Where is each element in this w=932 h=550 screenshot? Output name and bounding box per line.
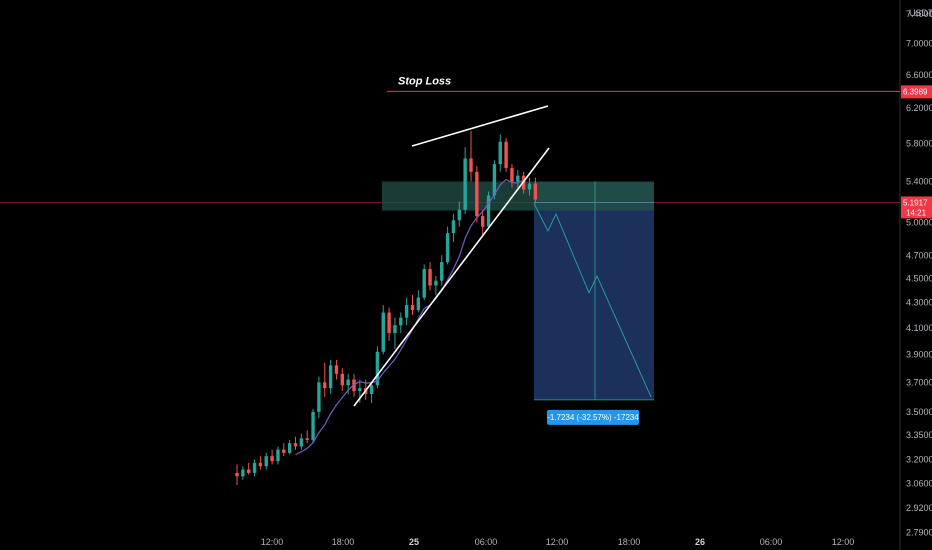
candle-up — [399, 312, 403, 334]
price-tick-label: 3.5000 — [906, 407, 932, 417]
candle-down — [247, 462, 251, 475]
candle-down — [387, 307, 391, 341]
time-tick-label: 25 — [409, 537, 419, 547]
candle-down — [510, 164, 514, 188]
time-tick-label: 18:00 — [618, 537, 641, 547]
candle-up — [445, 226, 450, 265]
candle-down — [475, 166, 479, 223]
price-tick-label: 4.1000 — [906, 323, 932, 333]
projected-path — [533, 203, 652, 398]
candle-up — [463, 147, 467, 214]
time-tick-label: 18:00 — [332, 537, 355, 547]
candle-up — [422, 264, 426, 301]
candle-up — [416, 290, 421, 313]
candle-up — [287, 439, 292, 455]
price-tick-label: 2.7900 — [906, 527, 932, 537]
candle-down — [270, 449, 274, 465]
price-tick-label: 5.4000 — [906, 177, 932, 187]
candle-down — [293, 436, 298, 450]
candle-up — [369, 382, 374, 403]
time-tick-label: 12:00 — [261, 537, 284, 547]
price-tick-label: 3.9000 — [906, 349, 932, 359]
candle-down — [323, 362, 327, 397]
candle-up — [317, 376, 321, 418]
candle-up — [486, 191, 491, 229]
time-tick-label: 26 — [695, 537, 705, 547]
candle-up — [457, 201, 461, 227]
price-tick-label: 3.2000 — [906, 454, 932, 464]
candle-up — [276, 446, 280, 465]
price-tick-label: 3.7000 — [906, 377, 932, 387]
price-tick-label: 7.0000 — [906, 39, 932, 49]
candle-down — [481, 209, 485, 236]
candle-down — [533, 177, 538, 204]
upper-trendline[interactable] — [411, 105, 549, 147]
candle-up — [241, 466, 245, 480]
candle-up — [404, 297, 409, 326]
time-tick-label: 06:00 — [760, 537, 783, 547]
svg-text:6.3989: 6.3989 — [903, 87, 928, 96]
candle-down — [428, 262, 432, 291]
candle-up — [527, 177, 532, 196]
candle-up — [451, 213, 456, 242]
candle-up — [498, 134, 502, 172]
candle-down — [410, 295, 415, 316]
candle-up — [328, 359, 333, 394]
price-tick-label: 3.3500 — [906, 430, 932, 440]
price-tick-label: 6.6000 — [906, 70, 932, 80]
position-reward-zone[interactable] — [534, 202, 654, 400]
price-tick-label: 4.5000 — [906, 273, 932, 283]
position-result-text: -1.7234 (-32.57%) -17234 — [547, 413, 639, 422]
candle-down — [334, 359, 339, 380]
moving-average-line — [295, 178, 524, 456]
candle-up — [516, 169, 520, 188]
current-price-tag: 5.1917 14:21 — [901, 196, 932, 219]
candle-up — [299, 433, 304, 450]
candle-down — [258, 456, 263, 470]
candle-down — [282, 443, 286, 457]
candle-up — [434, 276, 438, 296]
quote-currency-label: USDT — [909, 8, 932, 18]
price-tick-label: 5.0000 — [906, 217, 932, 227]
candle-up — [393, 317, 397, 349]
price-tick-label: 7.4000 — [906, 9, 932, 19]
price-tick-label: 6.2000 — [906, 103, 932, 113]
candle-up — [492, 160, 497, 200]
price-tick-label: 3.0600 — [906, 478, 932, 488]
price-axis[interactable]: 7.4000 7.0000 6.6000 6.2000 5.8000 5.4000 5.00… — [906, 9, 932, 537]
price-tick-label: 2.9200 — [906, 503, 932, 513]
candle-down — [469, 130, 473, 182]
candle-up — [381, 305, 385, 355]
svg-text:14:21: 14:21 — [906, 208, 927, 217]
svg-text:5.1917: 5.1917 — [903, 198, 928, 207]
price-tick-label: 5.8000 — [906, 139, 932, 149]
candle-up — [440, 255, 444, 286]
position-result-badge[interactable]: -1.7234 (-32.57%) -17234 — [547, 409, 639, 425]
candle-down — [504, 138, 508, 172]
time-tick-label: 12:00 — [832, 537, 855, 547]
price-tick-label: 4.3000 — [906, 298, 932, 308]
candle-down — [340, 368, 344, 392]
lower-trendline[interactable] — [353, 147, 550, 407]
candle-up — [311, 408, 315, 444]
price-tick-label: 4.7000 — [906, 250, 932, 260]
time-axis[interactable]: 12:00 18:00 25 06:00 12:00 18:00 26 06:00 12:00 — [261, 537, 855, 547]
stop-loss-label: Stop Loss — [398, 75, 451, 87]
candle-up — [264, 452, 268, 470]
time-tick-label: 12:00 — [546, 537, 569, 547]
candle-down — [235, 464, 239, 485]
stop-loss-price-tag: 6.3989 — [901, 85, 932, 99]
candle-up — [252, 459, 257, 477]
time-tick-label: 06:00 — [475, 537, 498, 547]
candle-down — [305, 430, 309, 444]
